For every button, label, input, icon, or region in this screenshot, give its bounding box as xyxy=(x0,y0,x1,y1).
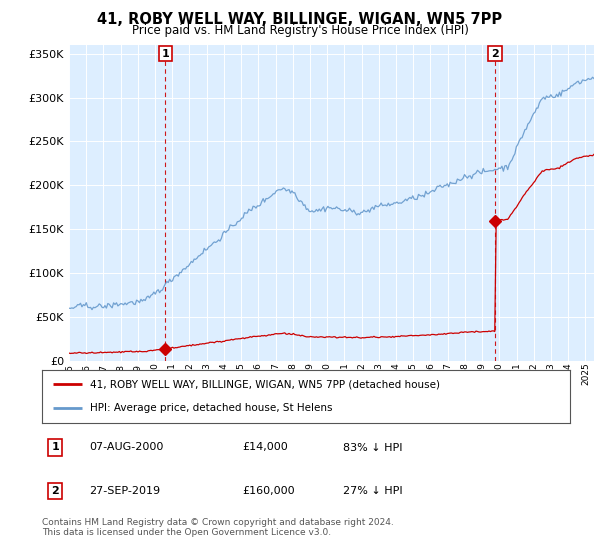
Text: 27-SEP-2019: 27-SEP-2019 xyxy=(89,486,161,496)
Text: 27% ↓ HPI: 27% ↓ HPI xyxy=(343,486,403,496)
Text: Price paid vs. HM Land Registry's House Price Index (HPI): Price paid vs. HM Land Registry's House … xyxy=(131,24,469,37)
Text: Contains HM Land Registry data © Crown copyright and database right 2024.
This d: Contains HM Land Registry data © Crown c… xyxy=(42,518,394,538)
Text: 2: 2 xyxy=(52,486,59,496)
Text: 41, ROBY WELL WAY, BILLINGE, WIGAN, WN5 7PP (detached house): 41, ROBY WELL WAY, BILLINGE, WIGAN, WN5 … xyxy=(89,380,440,390)
Text: HPI: Average price, detached house, St Helens: HPI: Average price, detached house, St H… xyxy=(89,403,332,413)
Text: 1: 1 xyxy=(52,442,59,452)
Text: £14,000: £14,000 xyxy=(242,442,289,452)
Text: 41, ROBY WELL WAY, BILLINGE, WIGAN, WN5 7PP: 41, ROBY WELL WAY, BILLINGE, WIGAN, WN5 … xyxy=(97,12,503,27)
Text: 83% ↓ HPI: 83% ↓ HPI xyxy=(343,442,403,452)
Text: £160,000: £160,000 xyxy=(242,486,295,496)
Text: 1: 1 xyxy=(161,49,169,59)
Text: 2: 2 xyxy=(491,49,499,59)
Text: 07-AUG-2000: 07-AUG-2000 xyxy=(89,442,164,452)
